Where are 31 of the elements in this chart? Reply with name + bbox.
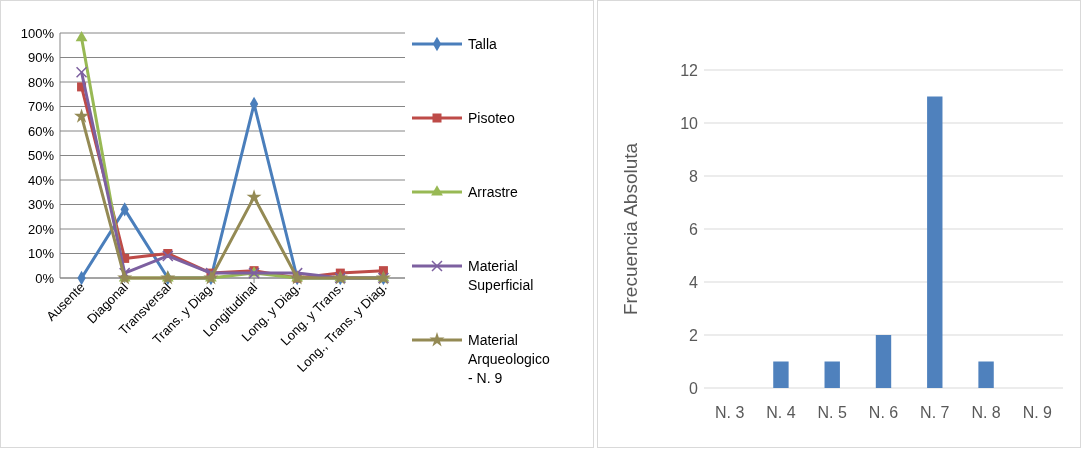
y-tick-label: 10% bbox=[27, 246, 55, 262]
y-tick-label: 80% bbox=[27, 74, 55, 90]
y-tick-label: 10 bbox=[680, 114, 699, 132]
y-tick-label: 90% bbox=[27, 50, 55, 66]
x-tick-label: N. 6 bbox=[868, 404, 899, 421]
y-axis-title: Frecuencia Absoluta bbox=[620, 142, 641, 316]
x-tick-label: N. 8 bbox=[971, 404, 1001, 421]
y-tick-label: 60% bbox=[27, 123, 55, 139]
y-tick-label: 70% bbox=[27, 99, 55, 115]
y-tick-label: 4 bbox=[689, 273, 699, 291]
legend-label: Pisoteo bbox=[468, 109, 515, 126]
y-tick-label: 0% bbox=[35, 270, 55, 286]
x-tick-label: N. 9 bbox=[1022, 404, 1053, 421]
x-tick-label: N. 5 bbox=[817, 404, 847, 421]
y-tick-label: 0 bbox=[689, 379, 699, 397]
legend-label: Arrastre bbox=[468, 183, 518, 200]
y-tick-label: 12 bbox=[680, 61, 699, 79]
y-tick-label: 20% bbox=[27, 221, 55, 237]
y-tick-label: 6 bbox=[689, 220, 699, 238]
y-tick-label: 8 bbox=[689, 167, 699, 185]
y-tick-label: 2 bbox=[689, 326, 699, 344]
legend-label: Material Arqueologico - N. 9 bbox=[468, 331, 550, 386]
x-tick-label: N. 3 bbox=[714, 404, 745, 421]
legend-label: Talla bbox=[468, 35, 498, 52]
x-tick-label: N. 7 bbox=[920, 404, 950, 421]
y-tick-label: 40% bbox=[27, 172, 55, 188]
y-tick-label: 100% bbox=[20, 25, 55, 41]
y-tick-label: 50% bbox=[27, 148, 55, 164]
legend-label: Material Superficial bbox=[468, 257, 534, 293]
x-tick-label: N. 4 bbox=[766, 404, 796, 421]
y-tick-label: 30% bbox=[27, 197, 55, 213]
